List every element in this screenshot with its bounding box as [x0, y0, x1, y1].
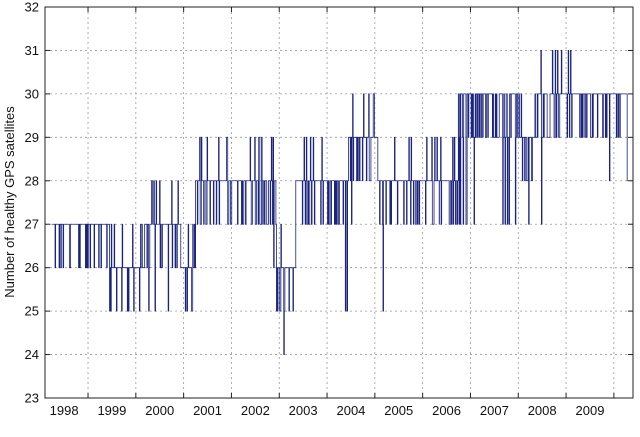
- x-tick-label: 2008: [528, 403, 557, 418]
- plot-frame: [44, 6, 634, 399]
- x-tick-label: 1999: [97, 403, 126, 418]
- y-tick-label: 26: [25, 260, 39, 275]
- x-tick-label: 1998: [50, 403, 79, 418]
- x-tick-labels: 1998 1999 2000 2001 2002 2003 2004 2005 2006 2007…: [50, 403, 605, 418]
- y-tick-label: 28: [25, 173, 39, 188]
- y-tick-label: 27: [25, 217, 39, 232]
- x-tick-label: 2000: [145, 403, 174, 418]
- y-tick-label: 24: [25, 347, 39, 362]
- x-tick-label: 2004: [336, 403, 365, 418]
- x-tick-label: 2003: [289, 403, 318, 418]
- y-tick-label: 23: [25, 391, 39, 406]
- y-tick-label: 32: [25, 0, 39, 15]
- x-tick-label: 2009: [576, 403, 605, 418]
- y-axis-title: Number of healthy GPS satellites: [2, 106, 17, 298]
- ticks: [45, 6, 633, 399]
- x-tick-label: 2001: [193, 403, 222, 418]
- x-tick-label: 2006: [432, 403, 461, 418]
- grid: [45, 7, 633, 398]
- y-tick-label: 29: [25, 130, 39, 145]
- y-tick-label: 30: [25, 86, 39, 101]
- y-tick-label: 25: [25, 304, 39, 319]
- x-tick-label: 2007: [480, 403, 509, 418]
- x-tick-label: 2002: [241, 403, 270, 418]
- series-line: [52, 50, 628, 355]
- series-path: [52, 50, 628, 355]
- y-tick-labels: 23 24 25 26 27 28 29 30 31 32: [25, 0, 39, 406]
- x-tick-label: 2005: [384, 403, 413, 418]
- y-tick-label: 31: [25, 43, 39, 58]
